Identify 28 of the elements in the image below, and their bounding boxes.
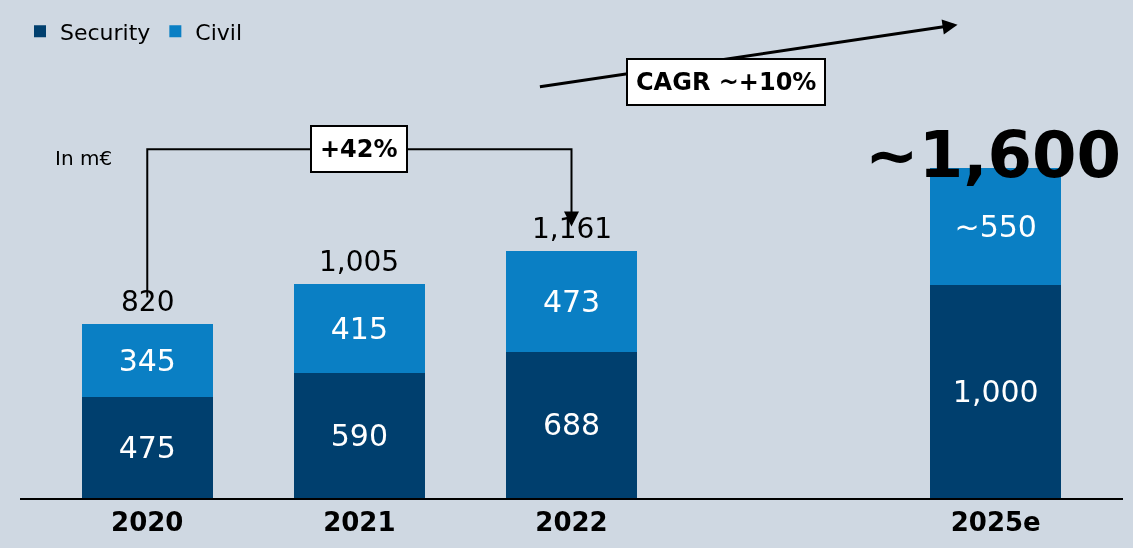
data-label: 590 (330, 417, 389, 453)
bar (293, 372, 426, 498)
data-label: 415 (330, 310, 389, 346)
text: +42% (320, 135, 398, 163)
data-label: ~550 (954, 209, 1037, 245)
bar (505, 251, 638, 352)
bar (81, 323, 214, 397)
x-tick-label: 2020 (111, 507, 184, 538)
annotation: ~1,600 (865, 118, 1122, 192)
legend-label: Civil (195, 19, 243, 45)
total-label: 1,161 (532, 212, 613, 245)
bar (81, 396, 214, 498)
total-label: 1,005 (319, 245, 400, 278)
legend-label: Security (60, 19, 151, 45)
bar (505, 351, 638, 498)
data-label: 688 (542, 407, 601, 443)
x-tick-label: 2021 (323, 507, 396, 538)
x-tick-label: 2022 (535, 507, 608, 538)
data-label: 475 (118, 429, 176, 465)
total-label: 820 (121, 285, 175, 318)
data-label: 345 (118, 342, 176, 378)
bar (929, 285, 1062, 498)
bar (293, 284, 426, 373)
data-label: 1,000 (952, 374, 1039, 410)
data-label: 473 (542, 283, 601, 319)
x-tick-label: 2025e (950, 507, 1041, 538)
text: CAGR ~+10% (636, 68, 817, 96)
annotation: In m€ (55, 146, 113, 170)
